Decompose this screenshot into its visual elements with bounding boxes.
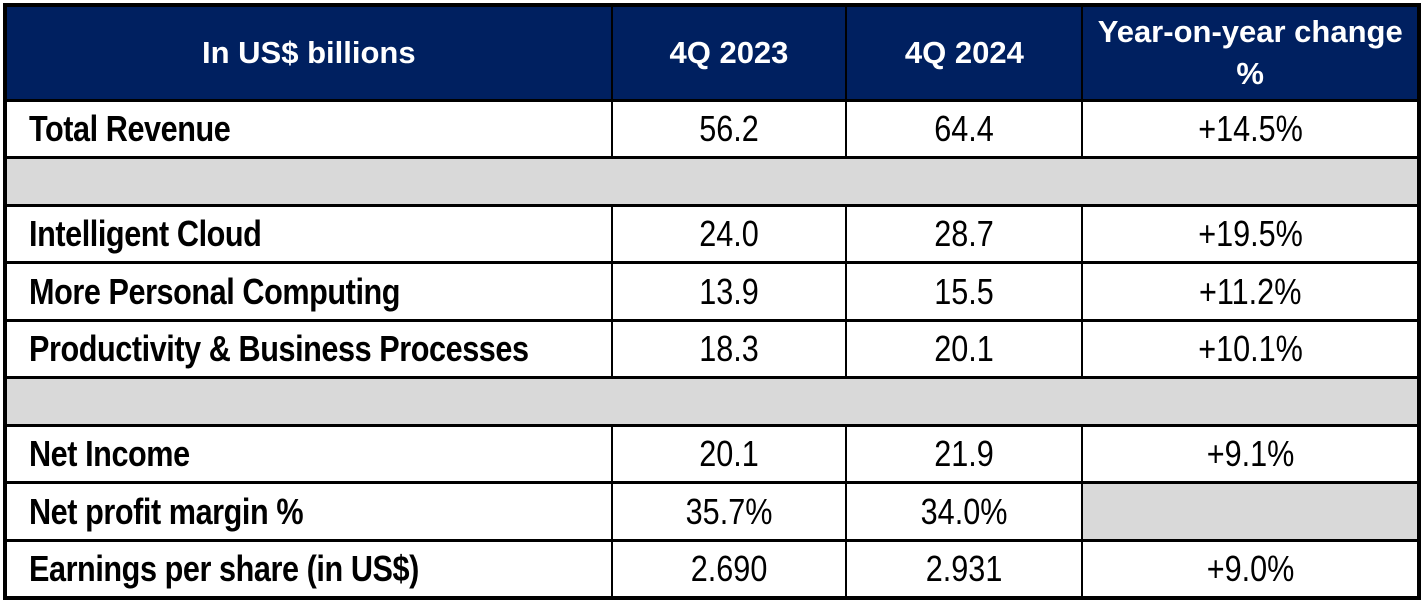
column-header-unit: In US$ billions xyxy=(4,3,613,102)
spacer-cell xyxy=(4,156,1420,207)
row-label: Net Income xyxy=(4,423,613,485)
value-4q2023: 13.9 xyxy=(610,261,848,322)
table-row: Earnings per share (in US$) 2.690 2.931 … xyxy=(4,538,1420,600)
financial-results-table: In US$ billions 4Q 2023 4Q 2024 Year-on-… xyxy=(3,3,1421,600)
row-label: Net profit margin % xyxy=(4,481,613,542)
column-header-yoy-change: Year-on-year change % xyxy=(1081,3,1420,102)
row-label: Earnings per share (in US$) xyxy=(4,538,613,600)
value-4q2024: 2.931 xyxy=(845,538,1084,600)
value-4q2024: 64.4 xyxy=(845,98,1084,160)
value-4q2023: 24.0 xyxy=(610,203,848,265)
table-row: Net profit margin % 35.7% 34.0% xyxy=(4,481,1420,542)
table-row: Net Income 20.1 21.9 +9.1% xyxy=(4,423,1420,485)
value-yoy-change: +10.1% xyxy=(1081,318,1420,380)
value-yoy-change: +19.5% xyxy=(1081,203,1420,265)
value-4q2024: 21.9 xyxy=(845,423,1084,485)
value-4q2023: 35.7% xyxy=(610,481,848,542)
value-4q2023: 56.2 xyxy=(610,98,848,160)
column-header-4q2024: 4Q 2024 xyxy=(845,3,1084,102)
row-label: Productivity & Business Processes xyxy=(4,318,613,380)
value-4q2024: 15.5 xyxy=(845,261,1084,322)
table-body: Total Revenue 56.2 64.4 +14.5% Intellige… xyxy=(4,98,1420,600)
row-label: Intelligent Cloud xyxy=(4,203,613,265)
table-row: Total Revenue 56.2 64.4 +14.5% xyxy=(4,98,1420,160)
value-4q2024: 28.7 xyxy=(845,203,1084,265)
spacer-row xyxy=(4,156,1420,207)
value-yoy-change xyxy=(1081,481,1420,542)
spacer-cell xyxy=(4,376,1420,427)
value-yoy-change: +14.5% xyxy=(1081,98,1420,160)
value-4q2023: 20.1 xyxy=(610,423,848,485)
table-row: Intelligent Cloud 24.0 28.7 +19.5% xyxy=(4,203,1420,265)
value-yoy-change: +11.2% xyxy=(1081,261,1420,322)
table-row: More Personal Computing 13.9 15.5 +11.2% xyxy=(4,261,1420,322)
table-row: Productivity & Business Processes 18.3 2… xyxy=(4,318,1420,380)
row-label: More Personal Computing xyxy=(4,261,613,322)
value-4q2023: 2.690 xyxy=(610,538,848,600)
value-yoy-change: +9.0% xyxy=(1081,538,1420,600)
spacer-row xyxy=(4,376,1420,427)
column-header-4q2023: 4Q 2023 xyxy=(610,3,848,102)
row-label: Total Revenue xyxy=(4,98,613,160)
value-4q2023: 18.3 xyxy=(610,318,848,380)
value-yoy-change: +9.1% xyxy=(1081,423,1420,485)
value-4q2024: 20.1 xyxy=(845,318,1084,380)
value-4q2024: 34.0% xyxy=(845,481,1084,542)
table-header-row: In US$ billions 4Q 2023 4Q 2024 Year-on-… xyxy=(4,3,1420,102)
